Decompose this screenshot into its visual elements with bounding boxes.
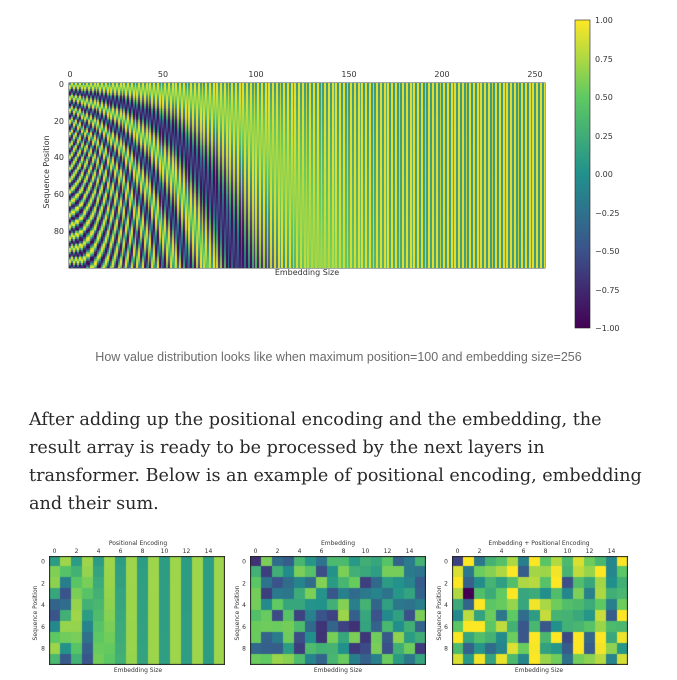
small-ytick: 0	[444, 558, 448, 565]
small-figures-row: Positional Encoding Embedding Size Seque…	[0, 530, 677, 680]
small-figure-xlabel: Embedding Size	[314, 667, 363, 674]
small-xtick: 0	[254, 548, 258, 555]
small-xtick: 12	[586, 548, 594, 555]
main-xtick: 100	[248, 70, 263, 79]
small-ytick: 4	[242, 602, 246, 609]
small-xtick: 10	[362, 548, 370, 555]
small-xtick: 4	[298, 548, 302, 555]
small-ytick: 0	[41, 558, 45, 565]
colorbar-tick: 0.75	[595, 55, 613, 64]
small-figure-title: Embedding	[321, 540, 355, 547]
small-figure-ylabel: Sequence Position	[234, 585, 241, 640]
figure-caption: How value distribution looks like when m…	[95, 350, 582, 364]
main-ytick: 80	[54, 227, 64, 236]
small-ytick: 4	[444, 602, 448, 609]
colorbar-ticks: 1.00 0.75 0.50 0.25 0.00 −0.25 −0.50 −0.…	[595, 16, 620, 333]
small-figure-embedding: Embedding Embedding Size Sequence Positi…	[234, 540, 362, 674]
small-ytick: 4	[41, 602, 45, 609]
main-xtick: 200	[434, 70, 449, 79]
small-figure-title: Embedding + Positional Encoding	[488, 540, 589, 547]
small-figure-xlabel: Embedding Size	[114, 667, 163, 674]
small-xtick: 4	[500, 548, 504, 555]
main-xtick: 0	[67, 70, 72, 79]
small-ytick: 0	[242, 558, 246, 565]
small-xtick: 6	[320, 548, 324, 555]
small-xtick: 8	[544, 548, 548, 555]
small-xtick: 4	[97, 548, 101, 555]
main-ytick: 60	[54, 190, 64, 199]
small-ytick: 6	[242, 624, 246, 631]
small-figure-sum: Embedding + Positional Encoding Embeddin…	[436, 540, 590, 674]
small-xtick: 6	[119, 548, 123, 555]
main-ylabel: Sequence Position	[42, 135, 51, 208]
small-xtick: 2	[276, 548, 280, 555]
small-xtick: 10	[161, 548, 169, 555]
small-ytick: 2	[444, 580, 448, 587]
colorbar-tick: −0.75	[595, 286, 620, 295]
small-xtick: 14	[608, 548, 616, 555]
small-ytick: 6	[444, 624, 448, 631]
small-ytick: 6	[41, 624, 45, 631]
main-xlabel: Embedding Size	[275, 268, 339, 277]
small-xtick: 14	[205, 548, 213, 555]
body-paragraph: After adding up the positional encoding …	[29, 410, 642, 514]
small-ytick: 8	[242, 646, 246, 653]
main-ytick: 0	[59, 80, 64, 89]
colorbar-tick: −0.50	[595, 247, 620, 256]
main-ytick: 40	[54, 153, 64, 162]
colorbar	[574, 19, 591, 329]
main-ytick: 20	[54, 117, 64, 126]
small-xtick: 2	[478, 548, 482, 555]
positional-encoding-heatmap	[69, 83, 545, 268]
small-figure-xlabel: Embedding Size	[515, 667, 564, 674]
small-figures-axes: Positional Encoding Embedding Size Seque…	[32, 540, 616, 674]
main-xticks: 0 50 100 150 200 250	[67, 70, 542, 79]
small-ytick: 8	[444, 646, 448, 653]
small-xtick: 6	[522, 548, 526, 555]
small-ytick: 2	[242, 580, 246, 587]
colorbar-tick: 0.25	[595, 132, 613, 141]
embedding-small-heatmap	[250, 556, 426, 665]
small-xtick: 0	[53, 548, 57, 555]
positional-encoding-small-heatmap	[49, 556, 225, 665]
small-xtick: 8	[141, 548, 145, 555]
small-xtick: 2	[75, 548, 79, 555]
main-xtick: 250	[527, 70, 542, 79]
small-figure-positional-encoding: Positional Encoding Embedding Size Seque…	[32, 540, 167, 674]
colorbar-tick: −0.25	[595, 209, 620, 218]
main-yticks: 0 20 40 60 80	[54, 80, 64, 236]
small-ytick: 2	[41, 580, 45, 587]
main-xtick: 50	[158, 70, 168, 79]
small-xtick: 10	[564, 548, 572, 555]
colorbar-tick: 1.00	[595, 16, 613, 25]
small-ytick: 8	[41, 646, 45, 653]
small-xtick: 8	[342, 548, 346, 555]
embedding-plus-positional-heatmap	[452, 556, 628, 665]
small-xtick: 12	[183, 548, 191, 555]
main-xtick: 150	[341, 70, 356, 79]
small-figure-ylabel: Sequence Position	[436, 585, 443, 640]
small-xtick: 12	[384, 548, 392, 555]
colorbar-tick: 0.50	[595, 93, 613, 102]
small-xtick: 14	[406, 548, 414, 555]
small-xtick: 0	[456, 548, 460, 555]
small-figure-ylabel: Sequence Position	[32, 585, 39, 640]
small-figure-title: Positional Encoding	[109, 540, 167, 547]
colorbar-tick: −1.00	[595, 324, 620, 333]
colorbar-tick: 0.00	[595, 170, 613, 179]
